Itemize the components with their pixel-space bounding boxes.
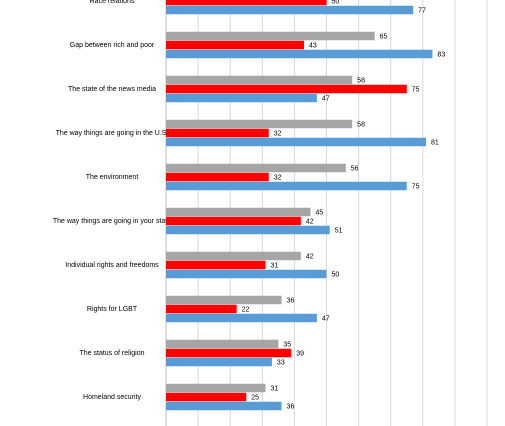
value-label: 25 xyxy=(251,394,259,401)
bar xyxy=(166,313,317,323)
bar xyxy=(166,181,407,191)
bar xyxy=(166,93,317,103)
value-label: 36 xyxy=(287,297,295,304)
bar xyxy=(166,260,266,270)
value-label: 32 xyxy=(274,174,282,181)
bar xyxy=(166,401,282,411)
value-label: 39 xyxy=(296,350,304,357)
bar xyxy=(166,269,327,279)
bar xyxy=(166,5,414,15)
category-label: Individual rights and freedoms xyxy=(65,262,159,269)
value-label: 47 xyxy=(322,315,330,322)
bar xyxy=(166,84,407,94)
value-label: 77 xyxy=(418,7,426,14)
value-label: 36 xyxy=(287,403,295,410)
value-label: 22 xyxy=(242,306,250,313)
value-label: 83 xyxy=(437,51,445,58)
value-label: 42 xyxy=(306,218,314,225)
category-label: The way things are going in your state xyxy=(53,218,171,225)
bar xyxy=(166,357,272,367)
value-label: 50 xyxy=(332,0,340,5)
bar xyxy=(166,0,327,6)
bar xyxy=(166,339,279,349)
bar xyxy=(166,216,301,226)
bar xyxy=(166,207,311,217)
bar xyxy=(166,251,301,261)
bar xyxy=(166,225,330,235)
value-label: 51 xyxy=(335,227,343,234)
value-label: 50 xyxy=(332,271,340,278)
bar xyxy=(166,137,427,147)
value-label: 81 xyxy=(431,139,439,146)
category-label: Rights for LGBT xyxy=(87,306,138,313)
bar xyxy=(166,119,353,129)
value-label: 43 xyxy=(309,42,317,49)
category-label: Race relations xyxy=(90,0,135,5)
bar xyxy=(166,304,237,314)
bar xyxy=(166,49,433,59)
value-label: 31 xyxy=(271,385,279,392)
category-label: The state of the news media xyxy=(68,86,156,93)
bar xyxy=(166,40,305,50)
value-label: 33 xyxy=(277,359,285,366)
value-label: 75 xyxy=(412,183,420,190)
bar xyxy=(166,392,247,402)
bar xyxy=(166,383,266,393)
category-label: Homeland security xyxy=(83,394,141,401)
value-label: 31 xyxy=(271,262,279,269)
value-label: 58 xyxy=(357,121,365,128)
category-label: The environment xyxy=(86,174,139,181)
category-label: The way things are going in the U.S. xyxy=(56,130,169,137)
bar xyxy=(166,172,269,182)
value-label: 75 xyxy=(412,86,420,93)
value-label: 47 xyxy=(322,95,330,102)
bar xyxy=(166,31,375,41)
value-label: 65 xyxy=(380,33,388,40)
bar xyxy=(166,128,269,138)
value-label: 58 xyxy=(357,77,365,84)
value-label: 32 xyxy=(274,130,282,137)
bar xyxy=(166,163,346,173)
category-label: The status of religion xyxy=(80,350,145,357)
category-label: Gap between rich and poor xyxy=(70,42,155,49)
value-label: 35 xyxy=(283,341,291,348)
bar xyxy=(166,295,282,305)
value-label: 56 xyxy=(351,165,359,172)
bar xyxy=(166,75,353,85)
value-label: 42 xyxy=(306,253,314,260)
bar xyxy=(166,348,292,358)
value-label: 45 xyxy=(315,209,323,216)
